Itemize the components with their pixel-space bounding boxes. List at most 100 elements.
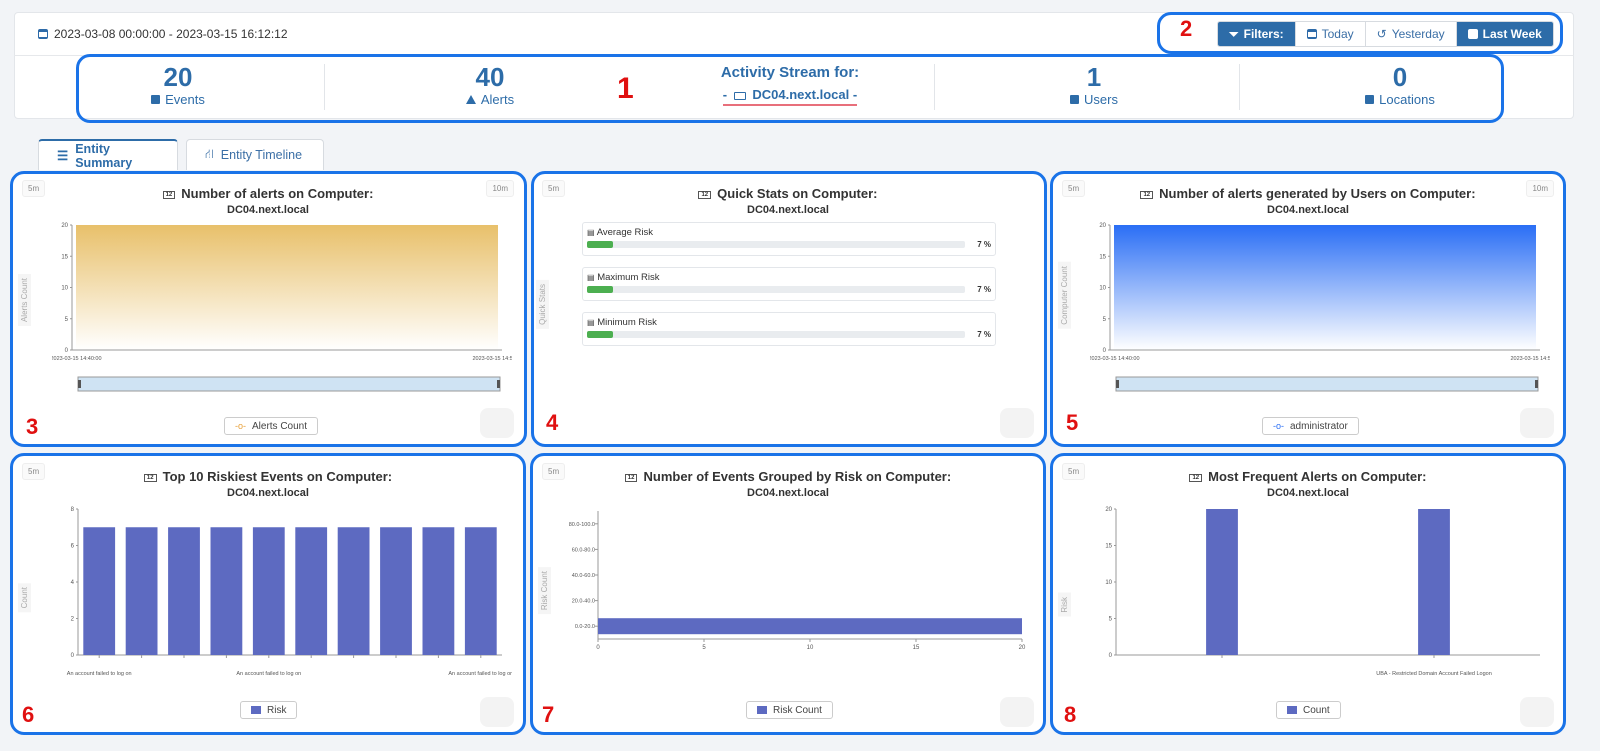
- last-week-button[interactable]: Last Week: [1456, 22, 1553, 46]
- y-tick-label: 5: [1109, 617, 1113, 623]
- tab-entity-summary[interactable]: ☰ Entity Summary: [38, 139, 178, 170]
- number-icon: 12: [143, 473, 157, 482]
- stat-divider: [934, 64, 935, 110]
- stat-divider: [324, 64, 325, 110]
- yesterday-button[interactable]: ↺ Yesterday: [1365, 22, 1457, 46]
- stat-alerts[interactable]: 40 Alerts: [340, 62, 640, 107]
- y-tick-label: 0: [71, 653, 75, 659]
- host-name: DC04.next.local: [752, 87, 850, 102]
- y-tick-label: 20.0-40.0: [572, 599, 595, 605]
- list-watermark-icon: [1000, 408, 1034, 438]
- bar: [337, 527, 370, 655]
- interval-5m-button[interactable]: 5m: [1062, 463, 1086, 480]
- interval-10m-button[interactable]: 10m: [1526, 180, 1554, 197]
- legend-item[interactable]: -o- Alerts Count: [224, 417, 319, 435]
- legend-swatch: [251, 706, 261, 714]
- bar: [422, 527, 455, 655]
- annotation-box-8: [1050, 453, 1566, 735]
- panel-alerts-by-users: 5m 10m 12 Number of alerts generated by U…: [1052, 172, 1564, 444]
- legend-item[interactable]: Risk: [240, 701, 298, 719]
- y-tick-label: 5: [1103, 317, 1107, 323]
- x-tick-label: 10: [807, 645, 814, 651]
- y-tick-label: 10: [1105, 580, 1112, 586]
- bar: [598, 618, 1022, 635]
- stat-locations[interactable]: 0 Locations: [1250, 62, 1550, 107]
- interval-10m-button[interactable]: 10m: [486, 180, 514, 197]
- calendar-icon: [38, 29, 48, 39]
- number-icon: 12: [624, 473, 638, 482]
- interval-5m-button[interactable]: 5m: [22, 180, 46, 197]
- stat-events[interactable]: 20 Events: [28, 62, 328, 107]
- y-tick-label: 80.0-100.0: [569, 522, 595, 528]
- annotation-box-2: [1157, 12, 1563, 54]
- panel-frequent-alerts: 5m 12 Most Frequent Alerts on Computer: D…: [1052, 455, 1564, 733]
- number-icon: 12: [1140, 190, 1154, 199]
- y-tick-label: 15: [61, 254, 68, 260]
- panel-title: 12 Most Frequent Alerts on Computer:: [1052, 469, 1564, 484]
- activity-host-link[interactable]: - DC04.next.local -: [722, 87, 858, 106]
- y-tick-label: 20: [61, 223, 68, 229]
- today-button[interactable]: Today: [1295, 22, 1366, 46]
- x-tick-label: UBA - Restricted Domain Account Failed L…: [1376, 671, 1492, 677]
- y-tick-label: 8: [71, 507, 75, 513]
- x-tick-label: An account failed to log on: [67, 671, 132, 677]
- calendar-icon: [151, 95, 161, 104]
- range-handle-left: [78, 380, 81, 388]
- tab-label: Entity Summary: [75, 141, 133, 170]
- legend-item[interactable]: -o-administrator: [1262, 417, 1359, 435]
- calendar-icon: [1467, 29, 1478, 39]
- y-tick-label: 15: [1099, 254, 1106, 260]
- interval-5m-button[interactable]: 5m: [1062, 180, 1086, 197]
- progress-bar: [587, 241, 965, 248]
- x-tick-label: 2023-03-15 14:50:00: [1510, 356, 1550, 362]
- stat-events-value: 20: [163, 62, 193, 92]
- stat-bars-icon: ▤: [587, 273, 595, 282]
- progress-fill: [587, 286, 614, 293]
- panel-subtitle: DC04.next.local: [747, 487, 829, 499]
- x-tick-label: 5: [702, 645, 706, 651]
- interval-5m-button[interactable]: 5m: [22, 463, 46, 480]
- list-icon: ☰: [57, 149, 69, 163]
- panel-title: 12 Top 10 Riskiest Events on Computer:: [12, 469, 524, 484]
- range-handle-left: [1116, 380, 1119, 388]
- stat-value: 7 %: [977, 240, 991, 249]
- stat-users[interactable]: 1 Users: [944, 62, 1244, 107]
- legend-item[interactable]: Risk Count: [746, 701, 833, 719]
- panel-subtitle: DC04.next.local: [227, 204, 309, 216]
- x-tick-label: An account failed to log on: [236, 671, 301, 677]
- y-tick-label: 60.0-80.0: [572, 547, 595, 553]
- last-week-label: Last Week: [1482, 27, 1542, 41]
- annotation-number-8: 8: [1064, 702, 1077, 727]
- x-tick-label: 15: [913, 645, 920, 651]
- filters-button[interactable]: ⏷ Filters:: [1218, 22, 1296, 46]
- y-tick-label: 5: [65, 317, 69, 323]
- frequent-alerts-bar-chart: 0 5 10 15 20 UBA - Restricted Domain Account …: [1105, 507, 1540, 677]
- tab-entity-timeline[interactable]: ⛙ Entity Timeline: [186, 139, 324, 170]
- stat-users-value: 1: [1086, 62, 1102, 92]
- stat-divider: [1239, 64, 1240, 110]
- riskiest-events-bar-chart: 0 2 4 6 8 An account failed to log on An accou…: [67, 507, 512, 677]
- annotation-box-3: [10, 171, 527, 447]
- stat-bars-icon: ▤: [587, 318, 595, 327]
- stat-bars-icon: ▤: [587, 228, 595, 237]
- y-tick-label: 0.0-20.0: [575, 624, 595, 630]
- legend-item[interactable]: Count: [1276, 701, 1341, 719]
- bar: [380, 527, 412, 655]
- interval-5m-button[interactable]: 5m: [542, 463, 566, 480]
- panel-subtitle: DC04.next.local: [1267, 204, 1349, 216]
- interval-5m-button[interactable]: 5m: [542, 180, 566, 197]
- bar: [1206, 509, 1238, 655]
- bar: [464, 527, 497, 655]
- panel-subtitle: DC04.next.local: [747, 204, 829, 216]
- annotation-box-1: [76, 54, 1504, 123]
- user-alerts-area-chart: 0 5 10 15 20 2023-03-15 14:40:00 2023-03-15 14…: [1090, 223, 1550, 392]
- annotation-box-6: [10, 453, 526, 735]
- y-tick-label: 20: [1105, 507, 1112, 513]
- host-prefix: -: [722, 87, 728, 102]
- y-tick-label: 10: [61, 286, 68, 292]
- panel-alerts-on-computer: 5m 10m 12 Number of alerts on Computer: D…: [12, 172, 524, 444]
- annotation-number-6: 6: [22, 702, 35, 727]
- y-tick-label: 0: [1109, 653, 1113, 659]
- bar: [210, 527, 243, 655]
- bar: [295, 527, 328, 655]
